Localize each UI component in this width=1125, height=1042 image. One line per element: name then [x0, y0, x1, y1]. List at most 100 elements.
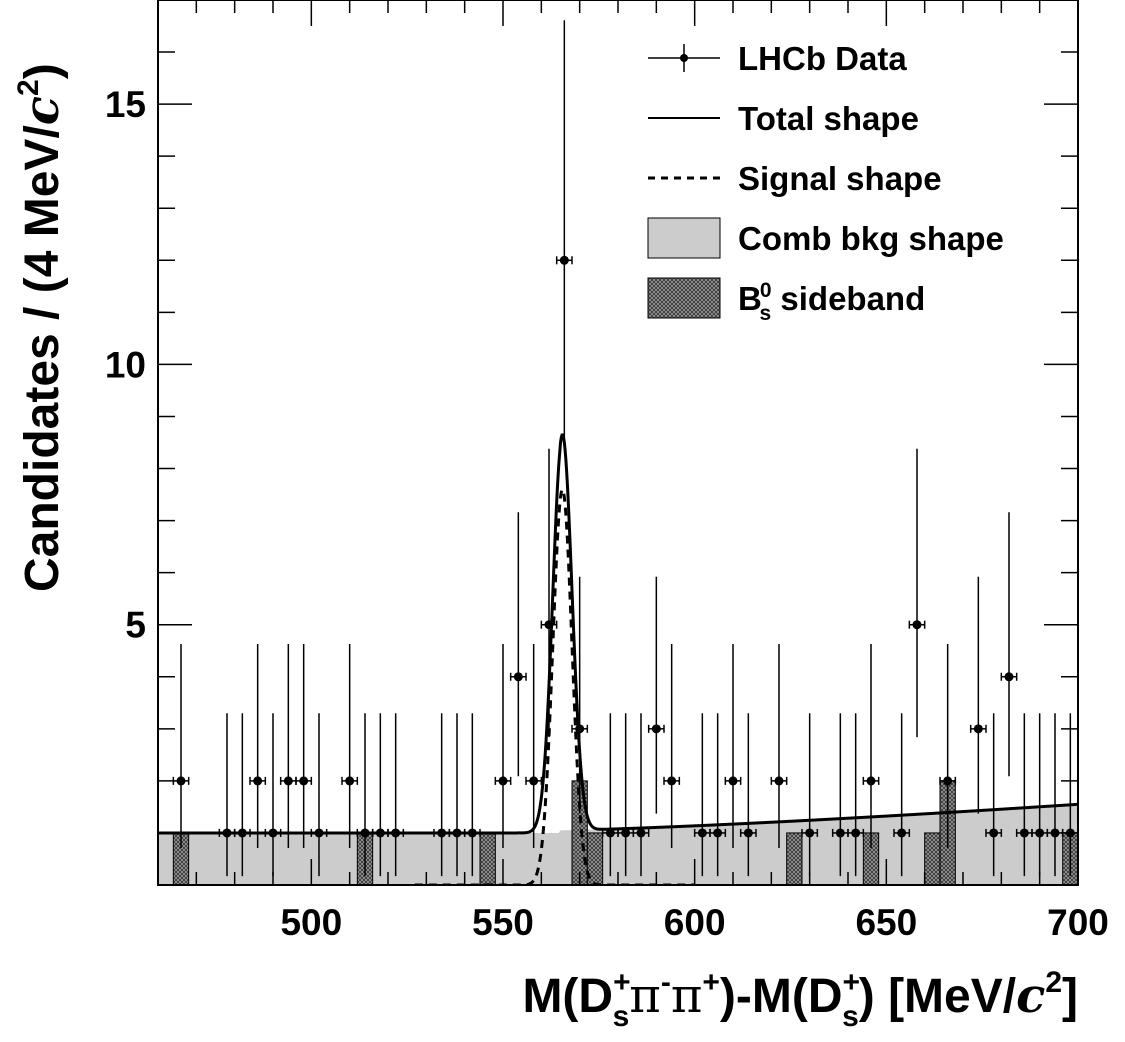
x-tick-label: 550 — [472, 902, 534, 943]
data-point — [862, 643, 880, 849]
data-point — [908, 448, 926, 738]
y-tick-label: 5 — [125, 605, 146, 646]
data-point-marker — [943, 776, 953, 786]
data-point — [893, 713, 911, 877]
data-point-marker — [697, 828, 707, 838]
data-point-marker — [621, 828, 631, 838]
plot-area — [158, 20, 1078, 885]
data-point-marker — [866, 776, 876, 786]
x-tick-label: 600 — [664, 902, 726, 943]
data-point-marker — [713, 828, 723, 838]
data-point-marker — [299, 776, 309, 786]
data-point — [233, 713, 251, 877]
data-point — [387, 713, 405, 877]
data-point-marker — [375, 828, 385, 838]
data-point — [709, 713, 727, 877]
legend-data-marker — [680, 54, 688, 62]
data-point-marker — [360, 828, 370, 838]
data-point — [555, 20, 573, 441]
sideband-bin — [786, 832, 803, 885]
sideband-histogram — [172, 780, 1078, 885]
data-point-marker — [575, 724, 585, 734]
data-point — [279, 643, 297, 849]
data-points — [172, 20, 1078, 877]
data-point — [770, 643, 788, 849]
data-point — [632, 713, 650, 877]
data-point-marker — [176, 776, 186, 786]
data-point-marker — [452, 828, 462, 838]
x-tick-label: 500 — [280, 902, 342, 943]
data-point-marker — [314, 828, 324, 838]
data-point — [724, 643, 742, 849]
legend-item-data: LHCb Data — [648, 40, 907, 77]
data-point-marker — [283, 776, 293, 786]
legend-sideband-rest: sideband — [771, 280, 925, 317]
legend-label-total: Total shape — [738, 100, 919, 137]
total-curve-path — [158, 433, 1078, 835]
data-point — [172, 643, 190, 849]
data-point-marker — [851, 828, 861, 838]
data-point — [801, 713, 819, 877]
data-point — [663, 643, 681, 849]
signal-curve — [414, 488, 694, 885]
data-point-marker — [897, 828, 907, 838]
data-point-marker — [513, 672, 523, 682]
data-point-marker — [1019, 828, 1029, 838]
data-point — [264, 713, 282, 877]
data-point-marker — [973, 724, 983, 734]
data-point-marker — [805, 828, 815, 838]
legend-sideband-b: B — [738, 280, 762, 317]
data-point-marker — [391, 828, 401, 838]
data-point-marker — [544, 620, 554, 630]
data-point — [969, 576, 987, 814]
data-point-marker — [835, 828, 845, 838]
comb-bkg-fill — [158, 804, 1078, 885]
y-axis-label: Candidates / (4 MeV/c2) — [12, 63, 70, 592]
legend-sideband-swatch — [647, 277, 721, 319]
legend-sideband-sub: s — [760, 302, 772, 325]
data-point — [571, 576, 589, 814]
data-point-marker — [467, 828, 477, 838]
data-point-marker — [1004, 672, 1014, 682]
data-point-marker — [1035, 828, 1045, 838]
data-point — [693, 713, 711, 877]
data-point-marker — [237, 828, 247, 838]
data-point — [509, 512, 527, 777]
legend-label-data: LHCb Data — [738, 40, 907, 77]
data-point-marker — [989, 828, 999, 838]
axes: 500 550 600 650 700 5 10 15 — [105, 0, 1109, 943]
legend-item-comb: Comb bkg shape — [647, 217, 1004, 259]
data-point — [494, 643, 512, 849]
data-point-marker — [253, 776, 263, 786]
data-point-marker — [437, 828, 447, 838]
sideband-bin — [479, 832, 496, 885]
y-tick-label: 15 — [105, 84, 146, 125]
x-tick-label: 650 — [855, 902, 917, 943]
data-point-marker — [774, 776, 784, 786]
data-point-marker — [222, 828, 232, 838]
legend-sideband-sup: 0 — [760, 279, 772, 302]
data-point-marker — [743, 828, 753, 838]
data-point — [463, 713, 481, 877]
signal-curve-path — [414, 488, 694, 885]
legend: LHCb Data Total shape Signal shape Comb … — [647, 40, 1004, 325]
sideband-bin — [924, 832, 941, 885]
legend-label-signal: Signal shape — [738, 160, 942, 197]
plot-frame — [157, 0, 1079, 886]
data-point — [249, 643, 267, 849]
total-curve — [158, 433, 1078, 835]
legend-item-sideband: B0 s sideband — [647, 277, 925, 325]
x-axis-label: M(D+ sπ-π+)-M(D+ s) [MeV/c2] — [522, 966, 1078, 1033]
legend-item-signal: Signal shape — [648, 160, 942, 197]
legend-label-sideband: B0 s sideband — [738, 279, 925, 325]
data-point-marker — [529, 776, 539, 786]
data-point — [540, 448, 558, 738]
legend-comb-swatch — [647, 217, 721, 259]
data-point — [1000, 512, 1018, 777]
data-point-marker — [1050, 828, 1060, 838]
data-point-marker — [559, 255, 569, 265]
data-point-marker — [605, 828, 615, 838]
data-point-marker — [912, 620, 922, 630]
data-point-marker — [498, 776, 508, 786]
